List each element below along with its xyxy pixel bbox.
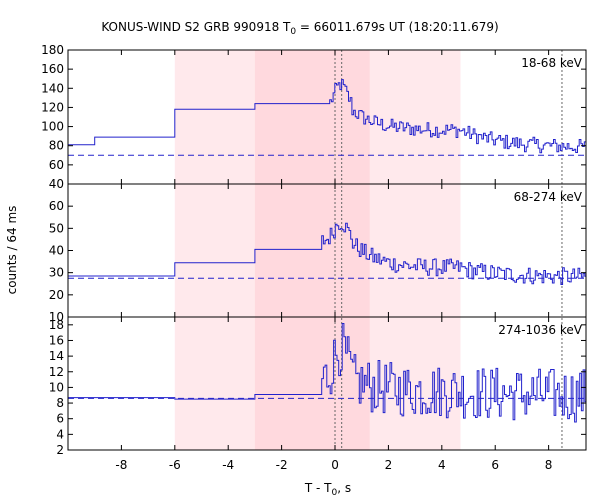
x-tick-label-7: 6 <box>491 458 499 472</box>
x-tick-label-0: -8 <box>115 458 127 472</box>
energy-band-label-0: 18-68 keV <box>521 56 583 70</box>
y-tick-label-0-0: 40 <box>49 177 64 191</box>
y-tick-label-0-3: 100 <box>41 120 64 134</box>
y-tick-label-1-3: 40 <box>49 244 64 258</box>
series-line-1 <box>68 222 586 285</box>
y-tick-label-1-0: 10 <box>49 310 64 324</box>
chart-title: KONUS-WIND S2 GRB 990918 T0 = 66011.679s… <box>101 20 498 37</box>
y-tick-label-2-0: 2 <box>56 443 64 457</box>
vline-layer <box>334 50 563 450</box>
y-tick-label-0-4: 120 <box>41 100 64 114</box>
x-tick-label-1: -6 <box>169 458 181 472</box>
y-tick-label-0-5: 140 <box>41 81 64 95</box>
y-tick-label-1-1: 20 <box>49 288 64 302</box>
x-axis-label: T - T0, s <box>304 481 351 498</box>
y-tick-label-2-8: 18 <box>49 318 64 332</box>
y-tick-label-0-6: 160 <box>41 62 64 76</box>
shaded-region-1 <box>254 50 370 450</box>
x-tick-label-2: -4 <box>222 458 234 472</box>
shading-layer <box>174 50 461 450</box>
y-tick-label-2-7: 16 <box>49 333 64 347</box>
y-axis-label: counts / 64 ms <box>5 206 19 295</box>
y-tick-label-2-4: 10 <box>49 380 64 394</box>
panel-frame-2 <box>67 316 587 451</box>
x-tick-label-3: -2 <box>276 458 288 472</box>
x-tick-label-6: 4 <box>438 458 446 472</box>
series-line-0 <box>68 79 586 154</box>
data-layer <box>68 79 586 423</box>
y-tick-label-1-4: 50 <box>49 221 64 235</box>
y-tick-label-2-3: 8 <box>56 396 64 410</box>
y-tick-label-0-7: 180 <box>41 43 64 57</box>
y-tick-label-2-6: 14 <box>49 349 64 363</box>
y-tick-label-0-1: 60 <box>49 158 64 172</box>
energy-band-label-2: 274-1036 keV <box>498 323 582 337</box>
x-tick-label-4: 0 <box>331 458 339 472</box>
y-tick-label-1-2: 30 <box>49 266 64 280</box>
y-tick-label-0-2: 80 <box>49 139 64 153</box>
series-line-2 <box>68 323 586 423</box>
x-tick-label-5: 2 <box>385 458 393 472</box>
y-tick-label-1-5: 60 <box>49 199 64 213</box>
energy-band-label-1: 68-274 keV <box>514 190 583 204</box>
x-tick-label-8: 8 <box>545 458 553 472</box>
y-tick-label-2-1: 4 <box>56 427 64 441</box>
y-tick-label-2-2: 6 <box>56 412 64 426</box>
frame-layer <box>67 49 587 451</box>
y-tick-label-2-5: 12 <box>49 365 64 379</box>
